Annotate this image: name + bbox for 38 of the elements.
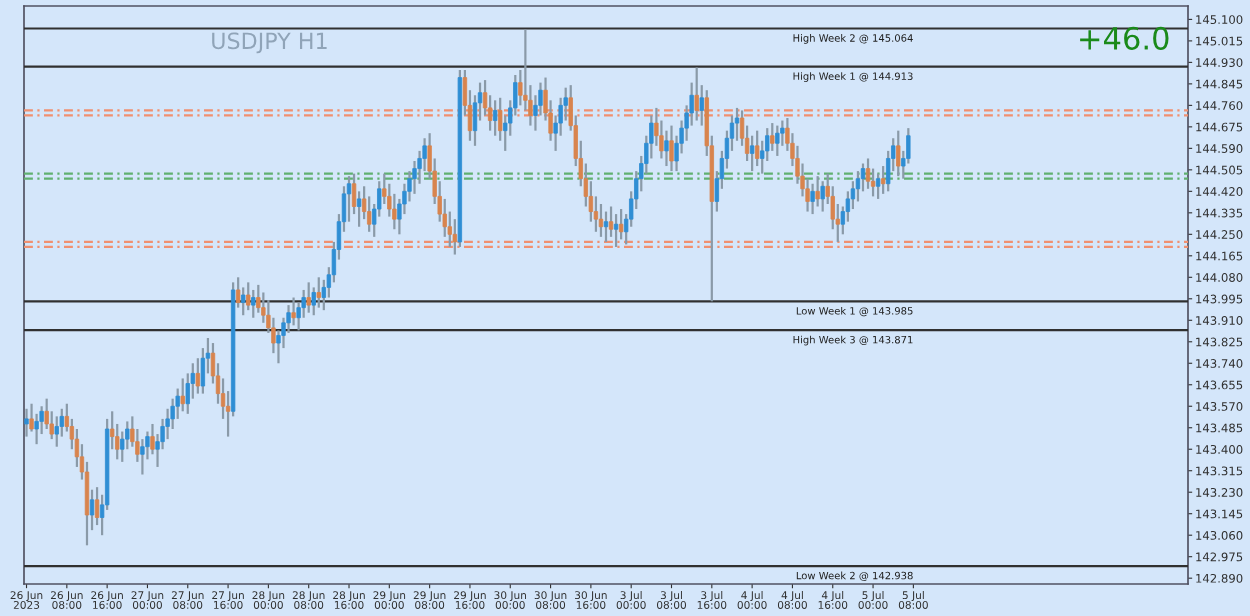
candlestick xyxy=(24,407,29,438)
candlestick xyxy=(598,202,604,238)
candlestick xyxy=(815,175,820,208)
candlestick xyxy=(412,159,417,195)
candlestick xyxy=(754,129,760,168)
candlestick xyxy=(860,162,866,193)
candlestick xyxy=(316,276,321,309)
candlestick xyxy=(865,157,871,190)
candlestick xyxy=(94,486,100,527)
text: USDJPY H1 xyxy=(212,32,327,54)
candlestick xyxy=(251,288,256,319)
candlestick xyxy=(44,397,49,431)
candlestick xyxy=(749,134,755,173)
candlestick xyxy=(39,405,44,436)
candlestick xyxy=(896,129,901,178)
candlestick xyxy=(618,207,624,241)
candlestick xyxy=(855,170,861,203)
candlestick xyxy=(54,415,59,448)
candlestick xyxy=(875,172,881,201)
candlestick xyxy=(306,281,311,314)
candlestick xyxy=(664,129,669,168)
candlestick xyxy=(810,182,815,216)
candlestick xyxy=(170,397,175,431)
candlestick xyxy=(246,281,251,312)
candlestick xyxy=(200,346,206,395)
candlestick xyxy=(820,180,825,213)
candlestick xyxy=(603,210,609,244)
candlestick xyxy=(613,212,619,249)
candlestick xyxy=(180,377,185,413)
candlestick xyxy=(291,296,296,327)
candlestick xyxy=(392,192,397,231)
annotation: +46.0 xyxy=(1080,26,1169,50)
candlestick xyxy=(775,124,780,158)
candlestick xyxy=(492,99,498,137)
candlestick xyxy=(669,124,674,173)
candlestick xyxy=(694,66,699,122)
candlestick xyxy=(34,412,39,446)
candlestick xyxy=(165,407,170,441)
